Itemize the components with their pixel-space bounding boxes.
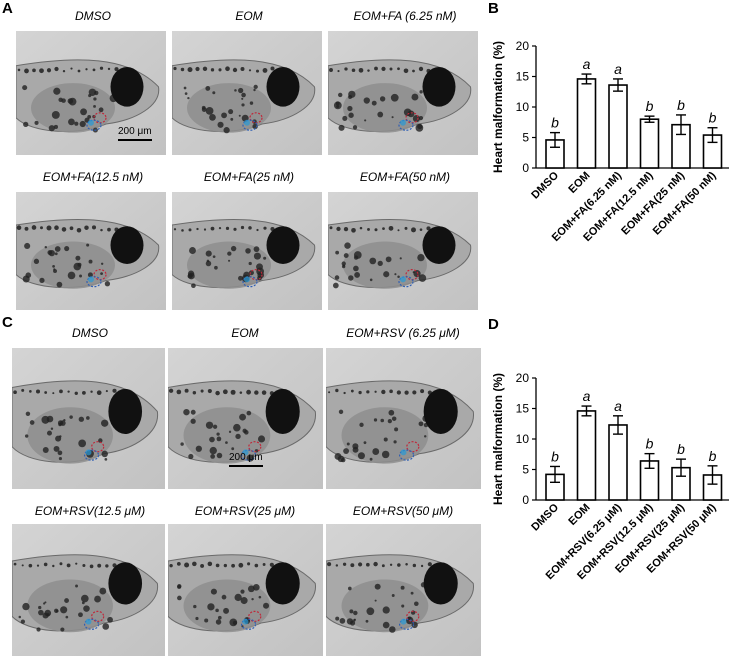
chart-b-bar-3	[639, 118, 660, 169]
chart-d-bar-2	[608, 424, 628, 501]
scale-bar-c-label: 200 μm	[229, 452, 263, 463]
chart-d-svg: Heart malformation (%) 0 5 10 15 20 b DMSO a EOM a…	[491, 371, 729, 582]
chart-d: Heart malformation (%) 0 5 10 15 20 b DMSO a EOM a…	[488, 360, 750, 656]
chart-d-ytick-label-2: 10	[516, 432, 530, 446]
larva-photo-a6	[328, 192, 478, 310]
chart-d-category-label-1: EOM	[566, 502, 592, 528]
chart-d-ytick-label-4: 20	[516, 371, 530, 385]
panel-a-caption-6: EOM+FA(50 nM)	[359, 170, 451, 184]
larva-photo-c4	[12, 524, 165, 656]
panel-c-caption-4: EOM+RSV(12.5 μM)	[34, 504, 146, 518]
chart-b-significance-1: a	[583, 56, 591, 72]
larva-photo-c1	[12, 348, 165, 489]
chart-d-significance-0: b	[551, 448, 559, 464]
panel-c-caption-6: EOM+RSV(50 μM)	[352, 504, 454, 518]
panel-a-caption-5: EOM+FA(25 nM)	[203, 170, 295, 184]
chart-d-significance-1: a	[583, 388, 591, 404]
chart-b-ytick-label-4: 20	[516, 39, 530, 53]
panel-a-caption-3: EOM+FA (6.25 nM)	[353, 9, 457, 23]
larva-photo-c5	[168, 524, 323, 656]
panel-letter-a: A	[2, 0, 13, 17]
chart-d-significance-4: b	[677, 441, 685, 457]
chart-b-svg: Heart malformation (%) 0 5 10 15 20 b DMSO a EOM a…	[491, 39, 729, 244]
larva-photo-a1	[16, 31, 166, 155]
panel-c-caption-2: EOM	[231, 326, 259, 340]
larva-photo-c3	[326, 348, 481, 489]
chart-d-category-label-0: DMSO	[529, 501, 561, 533]
chart-b-bar-2	[608, 84, 628, 169]
chart-b-ytick-label-0: 0	[522, 161, 529, 175]
chart-d-bar-1	[576, 410, 597, 501]
larva-photo-c2	[168, 348, 323, 489]
chart-b-category-label-1: EOM	[566, 170, 592, 196]
panel-c-caption-3: EOM+RSV (6.25 μM)	[346, 326, 460, 340]
chart-b-significance-0: b	[551, 115, 559, 131]
larva-photo-a4	[16, 192, 166, 310]
scale-bar-a-label: 200 μm	[118, 126, 152, 137]
chart-d-ytick-label-1: 5	[522, 463, 529, 477]
scale-bar-a: 200 μm	[118, 126, 152, 141]
panel-a-caption-4: EOM+FA(12.5 nM)	[42, 170, 144, 184]
larva-photo-a2	[172, 31, 322, 155]
chart-d-significance-3: b	[646, 436, 654, 452]
chart-b: Heart malformation (%) 0 5 10 15 20 b DMSO a EOM a…	[488, 28, 750, 313]
chart-d-significance-2: a	[614, 398, 622, 414]
larva-photo-a5	[172, 192, 322, 310]
panel-c-caption-5: EOM+RSV(25 μM)	[194, 504, 296, 518]
chart-d-ylabel: Heart malformation (%)	[491, 373, 505, 505]
scale-bar-c-line	[229, 465, 263, 467]
chart-b-bar-1	[576, 78, 597, 169]
chart-b-significance-3: b	[646, 98, 654, 114]
chart-d-ytick-label-0: 0	[522, 493, 529, 507]
chart-b-significance-5: b	[709, 110, 717, 126]
panel-letter-c: C	[2, 314, 13, 331]
panel-a-caption-2: EOM	[235, 9, 263, 23]
chart-b-category-label-0: DMSO	[529, 169, 561, 201]
panel-letter-d: D	[488, 316, 499, 333]
larva-photo-c6	[326, 524, 481, 656]
scale-bar-a-line	[118, 139, 152, 141]
larva-photo-a3	[328, 31, 478, 155]
chart-b-ytick-label-3: 15	[516, 70, 530, 84]
chart-b-significance-4: b	[677, 97, 685, 113]
panel-a-caption-1: DMSO	[75, 9, 111, 23]
chart-d-ytick-label-3: 15	[516, 402, 530, 416]
panel-letter-b: B	[488, 0, 499, 17]
chart-b-ytick-label-2: 10	[516, 100, 530, 114]
chart-b-ylabel: Heart malformation (%)	[491, 41, 505, 173]
scale-bar-c: 200 μm	[229, 452, 263, 467]
panel-c-caption-1: DMSO	[72, 326, 108, 340]
chart-b-ytick-label-1: 5	[522, 131, 529, 145]
chart-b-significance-2: a	[614, 61, 622, 77]
chart-d-significance-5: b	[709, 448, 717, 464]
